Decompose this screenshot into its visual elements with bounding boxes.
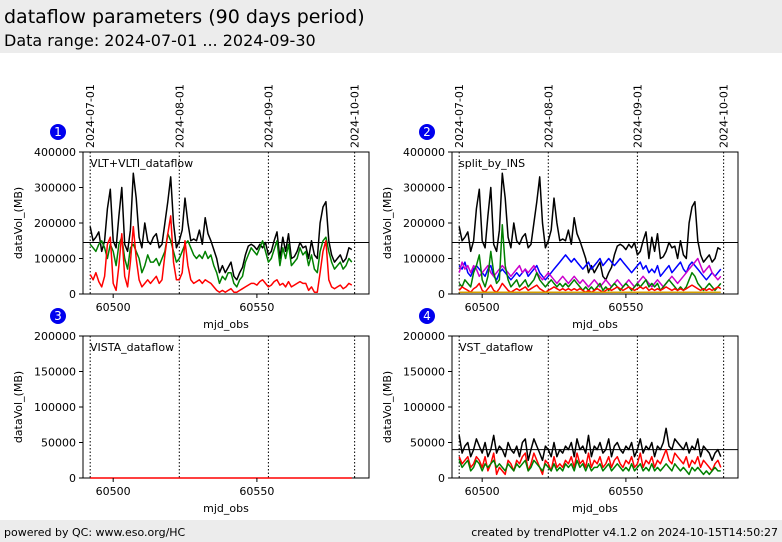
y-axis-label: dataVol_(MB)	[12, 187, 25, 259]
series-line	[458, 257, 722, 288]
y-tick-label: 400000	[34, 146, 76, 159]
series-line	[89, 172, 353, 281]
y-tick-label: 0	[69, 472, 76, 485]
x-axis-label: mjd_obs	[572, 502, 618, 515]
x-tick-label: 60500	[465, 485, 500, 498]
y-tick-label: 300000	[34, 182, 76, 195]
y-tick-label: 100000	[403, 401, 445, 414]
y-axis-label: dataVol_(MB)	[381, 187, 394, 259]
footer-right: created by trendPlotter v4.1.2 on 2024-1…	[471, 526, 778, 539]
panel-label: split_by_INS	[459, 157, 525, 170]
y-tick-label: 100000	[403, 253, 445, 266]
series-line	[458, 282, 722, 293]
date-marker-label: 2024-07-01	[84, 84, 97, 148]
x-axis-label: mjd_obs	[203, 318, 249, 331]
panel-badge-number: 3	[54, 309, 62, 323]
date-marker-label: 2024-10-01	[349, 84, 362, 148]
y-tick-label: 0	[438, 288, 445, 301]
y-tick-label: 200000	[403, 330, 445, 343]
series-line	[458, 448, 722, 476]
panel-badge	[50, 308, 66, 324]
footer-left: powered by QC: www.eso.org/HC	[4, 526, 186, 539]
y-tick-label: 0	[69, 288, 76, 301]
footer-bar	[0, 520, 782, 542]
x-tick-label: 60500	[96, 301, 131, 314]
y-tick-label: 300000	[403, 182, 445, 195]
series-line	[458, 459, 721, 476]
date-marker-label: 2024-08-01	[173, 84, 186, 148]
panel-badge	[419, 308, 435, 324]
page-subtitle: Data range: 2024-07-01 ... 2024-09-30	[4, 31, 316, 50]
panel-label: VLT+VLTI_dataflow	[90, 157, 193, 170]
panel-badge-number: 2	[423, 125, 431, 139]
panel-badge	[50, 124, 66, 140]
panel-badge-number: 4	[423, 309, 431, 323]
x-tick-label: 60500	[96, 485, 131, 498]
date-marker-label: 2024-08-01	[542, 84, 555, 148]
panel-label: VISTA_dataflow	[90, 341, 174, 354]
series-line	[89, 215, 353, 293]
x-tick-label: 60550	[239, 301, 274, 314]
series-line	[458, 427, 722, 462]
date-marker-label: 2024-07-01	[453, 84, 466, 148]
x-tick-label: 60500	[465, 301, 500, 314]
y-tick-label: 150000	[403, 366, 445, 379]
charts-area: 1 2024-07-01 2024-08-01 2024-09-01 2024-10-0…	[12, 84, 739, 515]
series-line	[89, 232, 353, 288]
date-marker-label: 2024-09-01	[631, 84, 644, 148]
y-tick-label: 200000	[34, 330, 76, 343]
x-tick-label: 60550	[239, 485, 274, 498]
series-line	[458, 254, 722, 281]
x-tick-label: 60550	[608, 485, 643, 498]
date-marker-label: 2024-09-01	[262, 84, 275, 148]
x-axis-label: mjd_obs	[203, 502, 249, 515]
header-bar	[0, 0, 782, 53]
plot-frame	[451, 335, 739, 479]
y-axis-label: dataVol_(MB)	[12, 371, 25, 443]
y-tick-label: 200000	[403, 217, 445, 230]
y-axis-label: dataVol_(MB)	[381, 371, 394, 443]
y-tick-label: 50000	[410, 437, 445, 450]
plot-frame	[82, 335, 370, 479]
y-tick-label: 150000	[34, 366, 76, 379]
page-title: dataflow parameters (90 days period)	[4, 6, 365, 28]
y-tick-label: 100000	[34, 253, 76, 266]
y-tick-label: 0	[438, 472, 445, 485]
y-tick-label: 50000	[41, 437, 76, 450]
y-tick-label: 400000	[403, 146, 445, 159]
date-marker-label: 2024-10-01	[718, 84, 731, 148]
x-axis-label: mjd_obs	[572, 318, 618, 331]
x-tick-label: 60550	[608, 301, 643, 314]
y-tick-label: 200000	[34, 217, 76, 230]
panel-label: VST_dataflow	[459, 341, 533, 354]
y-tick-label: 100000	[34, 401, 76, 414]
panel-badge-number: 1	[54, 125, 62, 139]
series-line	[458, 172, 722, 281]
panel-badge	[419, 124, 435, 140]
